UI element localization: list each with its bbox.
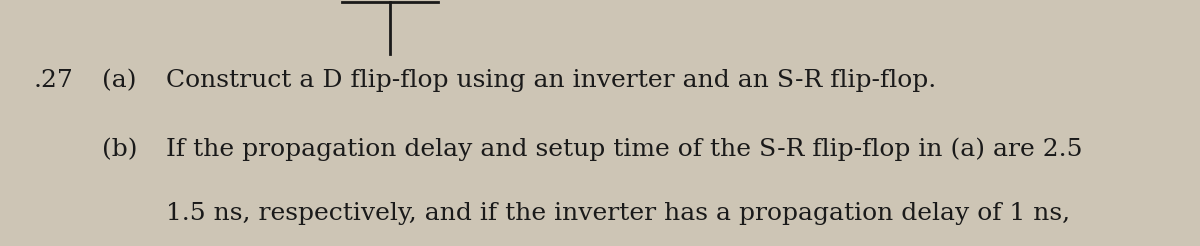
Text: If the propagation delay and setup time of the S-R flip-flop in (a) are 2.5: If the propagation delay and setup time … [166, 138, 1090, 161]
Text: .27: .27 [34, 69, 73, 92]
Text: (a): (a) [102, 69, 137, 92]
Text: Construct a D flip-flop using an inverter and an S-R flip-flop.: Construct a D flip-flop using an inverte… [166, 69, 936, 92]
Text: (b): (b) [102, 138, 138, 161]
Text: 1.5 ns, respectively, and if the inverter has a propagation delay of 1 ns,: 1.5 ns, respectively, and if the inverte… [166, 202, 1078, 225]
